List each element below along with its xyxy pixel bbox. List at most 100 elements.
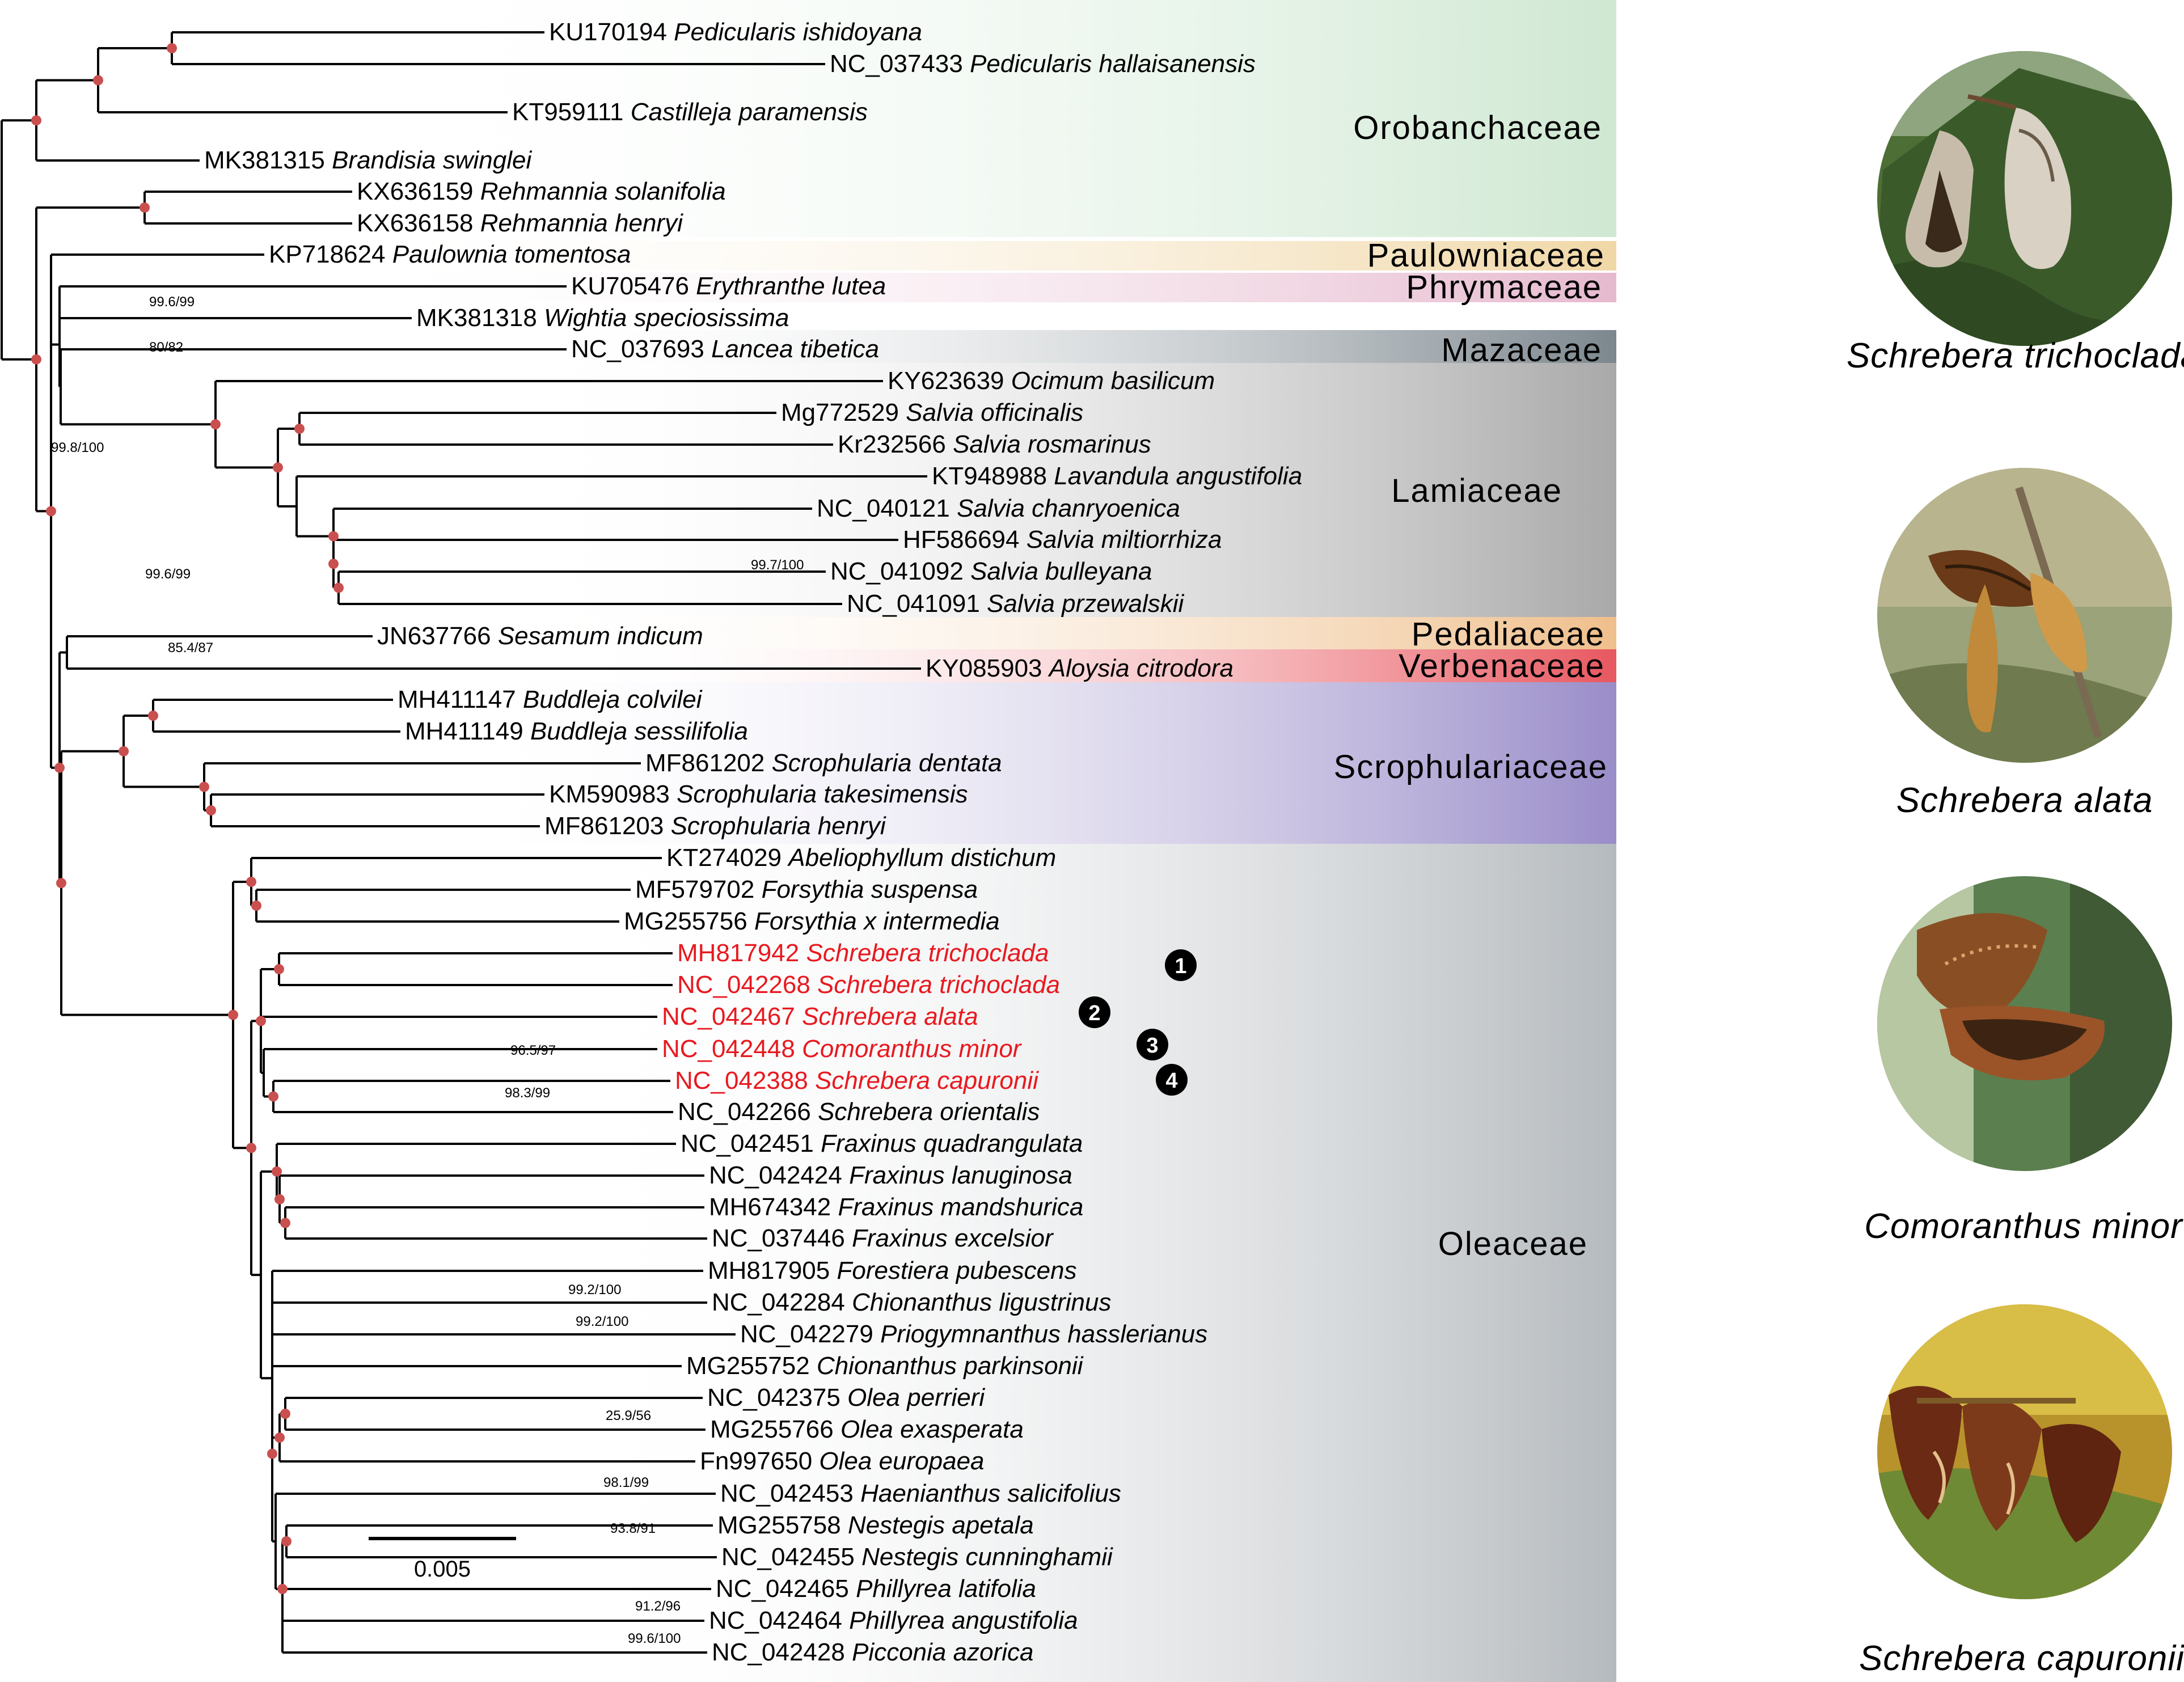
species-name: Erythranthe lutea bbox=[696, 272, 886, 300]
family-label: Scrophulariaceae bbox=[1334, 749, 1608, 785]
tip-label: KU170194 Pedicularis ishidoyana bbox=[549, 18, 922, 46]
node-dot bbox=[294, 424, 305, 434]
species-name: Chionanthus ligustrinus bbox=[852, 1288, 1111, 1316]
band-pedaliaceae bbox=[510, 617, 1616, 649]
tip-label: NC_042464 Phillyrea angustifolia bbox=[709, 1607, 1078, 1634]
species-name: Ocimum basilicum bbox=[1011, 367, 1215, 395]
band-lamiaceae bbox=[510, 363, 1616, 617]
accession-number: MF861203 bbox=[544, 812, 671, 840]
band-oleaceae bbox=[567, 844, 1616, 1682]
support-value: 98.1/99 bbox=[603, 1475, 649, 1490]
species-name: Fraxinus quadrangulata bbox=[821, 1130, 1083, 1157]
scale-bar-label: 0.005 bbox=[414, 1557, 471, 1582]
tip-label: NC_042467 Schrebera alata bbox=[662, 1003, 978, 1030]
accession-number: MF861202 bbox=[645, 749, 772, 777]
support-value: 98.3/99 bbox=[505, 1085, 550, 1101]
species-name: Pedicularis ishidoyana bbox=[674, 18, 922, 46]
band-orobanchaceae bbox=[340, 0, 1616, 237]
species-name: Pedicularis hallaisanensis bbox=[970, 50, 1256, 78]
tip-label: NC_042388 Schrebera capuronii bbox=[675, 1067, 1039, 1094]
node-dot bbox=[273, 462, 283, 473]
tip-label: NC_042451 Fraxinus quadrangulata bbox=[681, 1130, 1083, 1157]
species-name: Paulownia tomentosa bbox=[392, 240, 631, 268]
species-name: Rehmannia solanifolia bbox=[480, 178, 726, 205]
family-bands bbox=[340, 0, 1616, 1682]
node-dots bbox=[31, 43, 344, 1594]
marker-4: 4 bbox=[1156, 1064, 1188, 1096]
accession-number: NC_042375 bbox=[707, 1384, 847, 1411]
node-dot bbox=[333, 582, 344, 593]
species-name: Olea perrieri bbox=[847, 1384, 985, 1411]
species-name: Scrophularia dentata bbox=[772, 749, 1002, 777]
accession-number: MF579702 bbox=[635, 876, 762, 903]
accession-number: MG255766 bbox=[710, 1415, 840, 1443]
species-name: Schrebera capuronii bbox=[815, 1067, 1039, 1094]
accession-number: KT959111 bbox=[512, 98, 631, 126]
support-value: 93.8/91 bbox=[610, 1521, 656, 1536]
species-name: Chionanthus parkinsonii bbox=[817, 1352, 1084, 1380]
species-name: Salvia rosmarinus bbox=[953, 430, 1151, 458]
species-name: Comoranthus minor bbox=[802, 1035, 1023, 1063]
accession-number: KU170194 bbox=[549, 18, 674, 46]
species-name: Scrophularia takesimensis bbox=[677, 780, 968, 808]
marker-number: 4 bbox=[1165, 1069, 1177, 1093]
species-name: Picconia azorica bbox=[852, 1638, 1033, 1666]
accession-number: NC_037693 bbox=[571, 335, 711, 363]
tip-label: NC_040121 Salvia chanryoenica bbox=[817, 495, 1180, 522]
species-name: Olea exasperata bbox=[840, 1415, 1024, 1443]
species-name: Nestegis apetala bbox=[848, 1511, 1034, 1539]
tip-label: MH817905 Forestiera pubescens bbox=[708, 1257, 1077, 1284]
node-dot bbox=[268, 1091, 278, 1102]
species-name: Salvia officinalis bbox=[906, 399, 1083, 426]
node-dot bbox=[46, 506, 56, 517]
node-dot bbox=[328, 559, 339, 569]
species-name: Buddleja sessilifolia bbox=[530, 717, 748, 745]
tip-label: NC_042375 Olea perrieri bbox=[707, 1384, 985, 1411]
tip-label: KT959111 Castilleja paramensis bbox=[512, 98, 868, 126]
family-label: Mazaceae bbox=[1441, 332, 1602, 369]
node-dot bbox=[206, 805, 216, 815]
support-value: 85.4/87 bbox=[168, 640, 213, 656]
tip-label: Kr232566 Salvia rosmarinus bbox=[838, 430, 1151, 458]
tip-label: KY623639 Ocimum basilicum bbox=[888, 367, 1215, 395]
accession-number: JN637766 bbox=[377, 622, 498, 650]
species-name: Salvia przewalskii bbox=[987, 590, 1184, 618]
species-name: Phillyrea latifolia bbox=[856, 1575, 1036, 1603]
marker-1: 1 bbox=[1165, 949, 1197, 981]
species-name: Forsythia suspensa bbox=[762, 876, 978, 903]
support-value: 99.6/99 bbox=[149, 294, 195, 310]
species-name: Priogymnanthus hasslerianus bbox=[880, 1320, 1207, 1348]
species-name: Haenianthus salicifolius bbox=[860, 1480, 1121, 1507]
tip-label: NC_042268 Schrebera trichoclada bbox=[677, 971, 1060, 999]
node-dot bbox=[246, 1143, 256, 1153]
species-name: Schrebera trichoclada bbox=[817, 971, 1060, 999]
tip-label: NC_042465 Phillyrea latifolia bbox=[716, 1575, 1036, 1603]
accession-number: MH817942 bbox=[677, 939, 806, 967]
species-name: Fraxinus excelsior bbox=[852, 1224, 1054, 1252]
accession-number: Mg772529 bbox=[781, 399, 906, 426]
family-label: Pedaliaceae bbox=[1412, 616, 1605, 653]
species-name: Scrophularia henryi bbox=[671, 812, 886, 840]
species-name: Brandisia swinglei bbox=[332, 146, 532, 174]
species-name: Fraxinus lanuginosa bbox=[849, 1161, 1072, 1189]
species-name: Forsythia x intermedia bbox=[754, 907, 1000, 935]
node-dot bbox=[148, 711, 158, 721]
node-dot bbox=[277, 1584, 288, 1594]
support-value: 96.5/97 bbox=[510, 1043, 556, 1058]
species-name: Salvia miltiorrhiza bbox=[1026, 526, 1222, 553]
accession-number: MK381318 bbox=[416, 304, 544, 332]
species-name: Lancea tibetica bbox=[711, 335, 879, 363]
accession-number: NC_042424 bbox=[709, 1161, 849, 1189]
accession-number: MG255756 bbox=[624, 907, 754, 935]
accession-number: KU705476 bbox=[571, 272, 696, 300]
accession-number: NC_041092 bbox=[830, 557, 970, 585]
support-value: 99.8/100 bbox=[51, 440, 104, 455]
accession-number: NC_042284 bbox=[712, 1288, 852, 1316]
node-dot bbox=[54, 762, 65, 773]
family-labels: Orobanchaceae Paulowniaceae Phrymaceae M… bbox=[1334, 109, 1608, 1262]
accession-number: KT948988 bbox=[932, 462, 1054, 490]
species-name: Castilleja paramensis bbox=[631, 98, 868, 126]
accession-number: NC_042448 bbox=[662, 1035, 802, 1063]
tip-label: NC_042279 Priogymnanthus hasslerianus bbox=[740, 1320, 1207, 1348]
accession-number: Kr232566 bbox=[838, 430, 953, 458]
